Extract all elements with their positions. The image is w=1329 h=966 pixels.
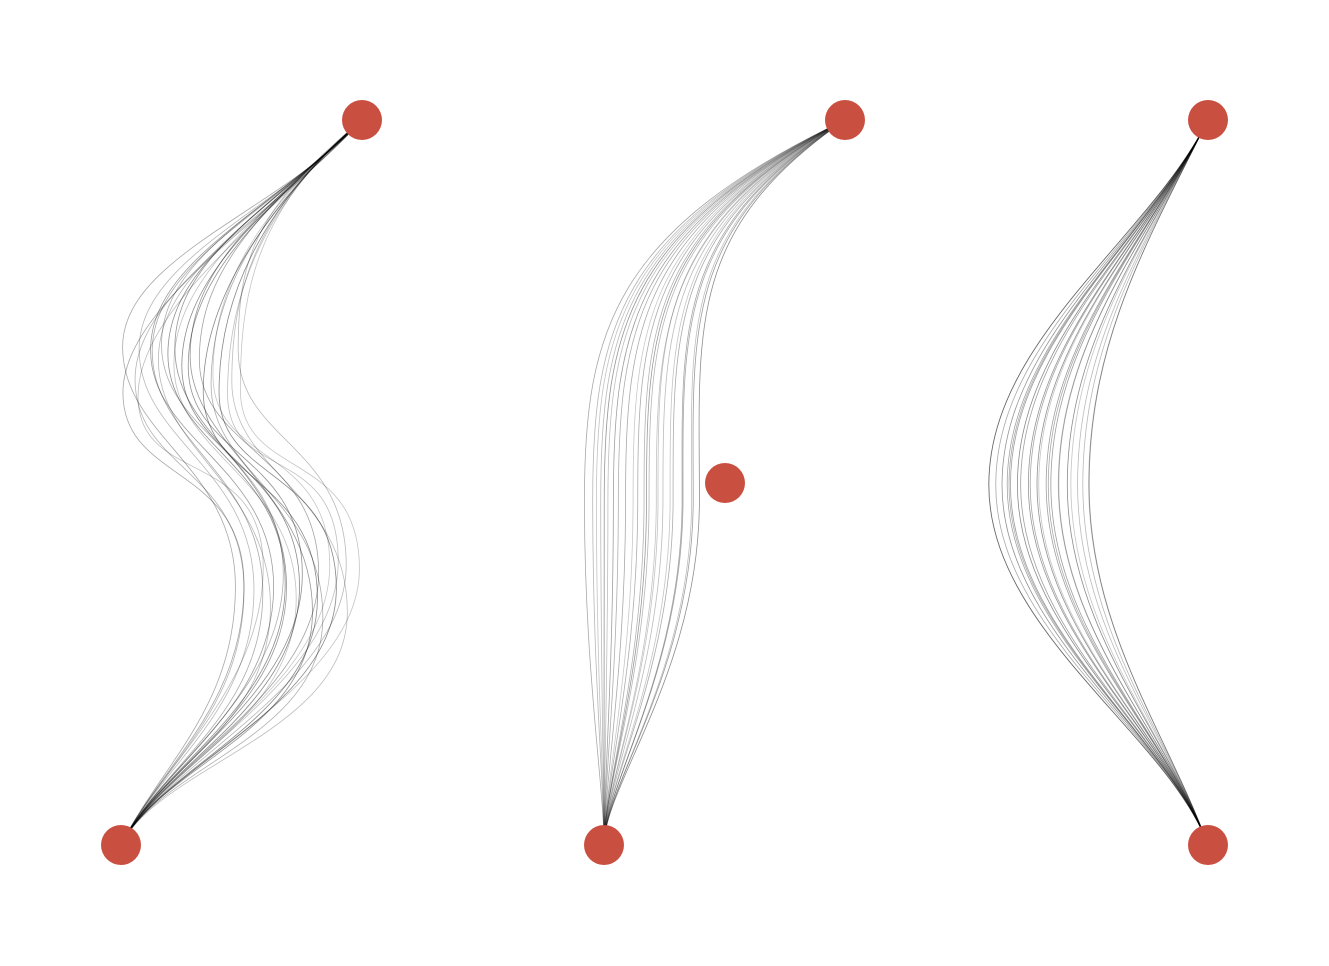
edge — [120, 119, 363, 846]
edge — [1001, 119, 1209, 846]
edge — [603, 119, 846, 846]
edge — [603, 119, 846, 846]
edge — [603, 119, 846, 846]
top-node — [342, 100, 382, 140]
edge — [1008, 119, 1209, 846]
top-node — [825, 100, 865, 140]
edge — [995, 119, 1209, 846]
edge — [120, 119, 363, 846]
edge — [120, 119, 363, 846]
edge — [1036, 119, 1209, 846]
edge — [1006, 119, 1209, 846]
edge — [1010, 119, 1209, 846]
edge — [603, 119, 846, 846]
edge — [120, 119, 363, 846]
panel-left — [101, 100, 382, 865]
edge — [120, 119, 363, 846]
bottom-node — [584, 825, 624, 865]
edge — [120, 119, 363, 846]
edge — [600, 119, 846, 846]
edge — [596, 119, 846, 846]
edge — [584, 119, 846, 846]
edge — [1027, 119, 1209, 846]
edge — [1066, 119, 1209, 846]
edge — [120, 119, 363, 846]
edge — [603, 119, 846, 846]
edge — [120, 119, 363, 846]
edge — [603, 119, 846, 846]
edge — [603, 119, 846, 846]
edge — [1016, 119, 1209, 846]
edge — [592, 119, 846, 846]
edge — [603, 119, 846, 846]
edge — [1088, 119, 1209, 846]
edge — [1077, 119, 1209, 846]
edge — [988, 119, 1209, 846]
edge — [603, 119, 846, 846]
edge — [603, 119, 846, 846]
bottom-node — [1188, 825, 1228, 865]
edge — [120, 119, 363, 846]
edge — [988, 119, 1209, 846]
edge — [603, 119, 846, 846]
edge — [603, 119, 846, 846]
edge — [603, 119, 846, 846]
edge — [1020, 119, 1209, 846]
edge — [603, 119, 846, 846]
edge — [120, 119, 363, 846]
edge — [1050, 119, 1209, 846]
edge — [1057, 119, 1209, 846]
edge — [1038, 119, 1209, 846]
edge — [120, 119, 363, 846]
edge — [120, 119, 363, 846]
edge — [603, 119, 846, 846]
top-node — [1188, 100, 1228, 140]
edge — [603, 119, 846, 846]
edge — [1070, 119, 1209, 846]
edge — [1029, 119, 1209, 846]
edge — [603, 119, 846, 846]
edge — [120, 119, 363, 846]
edge — [603, 119, 846, 846]
edge — [120, 119, 363, 846]
edge — [120, 119, 363, 846]
edge — [603, 119, 846, 846]
edge — [120, 119, 363, 846]
edge — [1047, 119, 1209, 846]
isolated-node — [705, 463, 745, 503]
edge — [120, 119, 363, 846]
edge — [120, 119, 363, 846]
edge — [1045, 119, 1209, 846]
edge — [120, 119, 363, 846]
panel-middle — [584, 100, 865, 865]
edge — [1082, 119, 1209, 846]
bottom-node — [101, 825, 141, 865]
edge — [120, 119, 363, 846]
edge — [603, 119, 846, 846]
edge — [1088, 119, 1209, 846]
edge — [120, 119, 363, 846]
edge — [120, 119, 363, 846]
edge — [120, 119, 363, 846]
edge — [1058, 119, 1209, 846]
panel-right — [988, 100, 1228, 865]
edge — [120, 119, 363, 846]
